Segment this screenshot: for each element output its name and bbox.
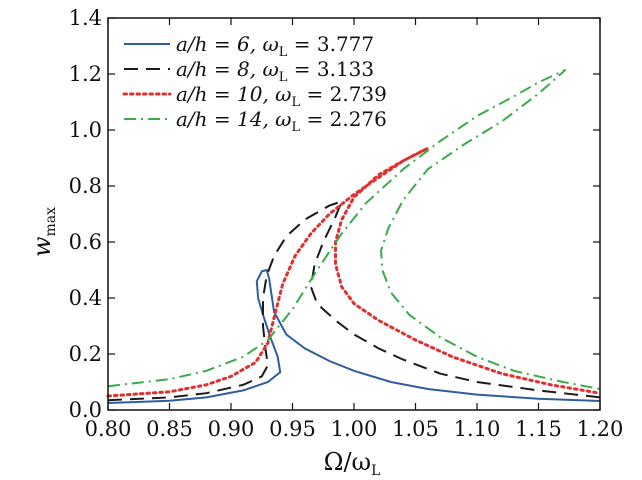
y-axis-label: wmax	[28, 207, 59, 257]
x-axis-label: Ω/ωL	[324, 448, 381, 479]
y-tick-label: 0.2	[69, 342, 102, 366]
y-tick-label: 1.4	[69, 6, 102, 30]
x-tick-label: 1.05	[392, 417, 439, 441]
series-line-1	[107, 268, 601, 404]
x-tick-label: 0.95	[269, 417, 316, 441]
y-tick-label: 1.2	[69, 62, 102, 86]
y-tick-label: 0.0	[69, 398, 102, 422]
legend-label-2: a/h = 8, ωL = 3.133	[176, 57, 374, 85]
x-tick-label: 1.15	[515, 417, 562, 441]
legend-label-3: a/h = 10, ωL = 2.739	[176, 82, 387, 110]
axes: 0.80 0.85 0.90 0.95 1.00 1.05 1.10 1.15 1.20 0.0 0…	[69, 6, 624, 441]
x-tick-label: 1.10	[454, 417, 501, 441]
y-tick-label: 0.4	[69, 286, 102, 310]
series-line-2	[107, 199, 601, 402]
series-line-4	[107, 68, 601, 390]
legend-label-4: a/h = 14, ωL = 2.276	[176, 107, 387, 135]
x-tick-label: 0.80	[85, 417, 132, 441]
x-tick-label: 1.00	[331, 417, 378, 441]
y-tick-label: 0.8	[69, 174, 102, 198]
y-tick-label: 0.6	[69, 230, 102, 254]
plot-area	[106, 68, 602, 404]
series-line-3	[106, 146, 602, 398]
x-tick-label: 0.90	[208, 417, 255, 441]
legend-label-1: a/h = 6, ωL = 3.777	[176, 32, 374, 60]
x-tick-label: 1.20	[577, 417, 624, 441]
x-tick-label: 0.85	[146, 417, 193, 441]
y-tick-label: 1.0	[69, 118, 102, 142]
